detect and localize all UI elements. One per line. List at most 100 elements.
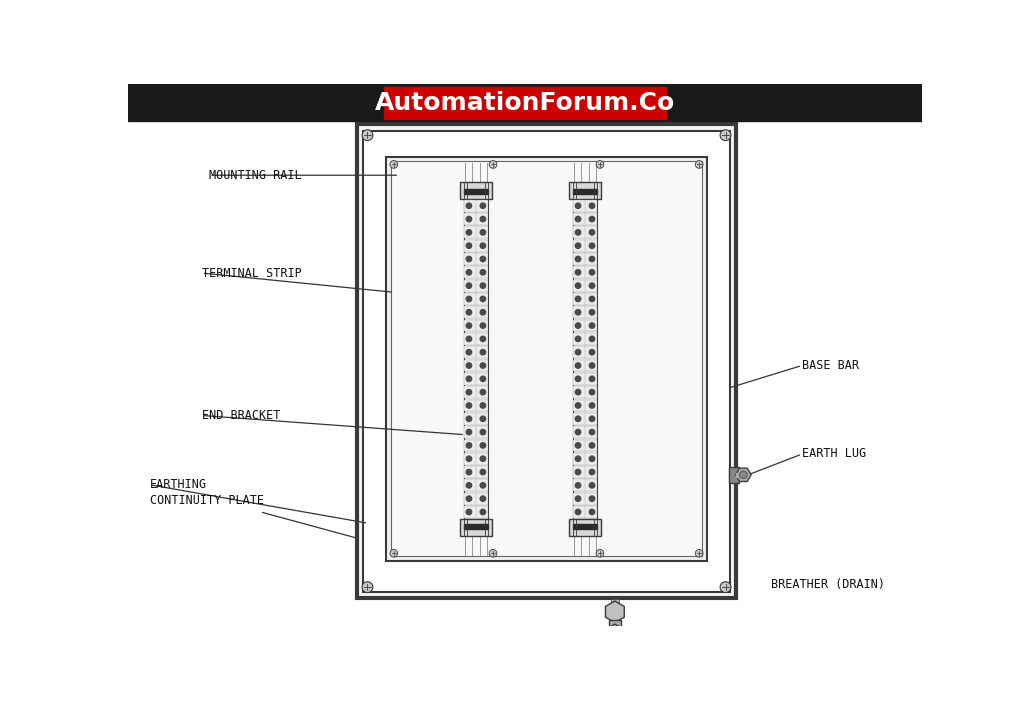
Bar bbox=[735, 472, 740, 477]
Circle shape bbox=[589, 403, 595, 408]
Bar bbox=[391, 162, 702, 556]
Circle shape bbox=[575, 283, 581, 288]
Bar bbox=[573, 453, 597, 465]
Circle shape bbox=[739, 471, 748, 479]
Circle shape bbox=[466, 217, 472, 221]
Text: EARTHING: EARTHING bbox=[150, 478, 207, 491]
Bar bbox=[573, 399, 597, 411]
Bar bbox=[464, 493, 487, 505]
Circle shape bbox=[480, 483, 485, 488]
Bar bbox=[464, 280, 487, 292]
Circle shape bbox=[589, 217, 595, 221]
Circle shape bbox=[589, 296, 595, 302]
Bar bbox=[573, 333, 597, 344]
Circle shape bbox=[589, 349, 595, 355]
Circle shape bbox=[720, 582, 731, 593]
Circle shape bbox=[466, 483, 472, 488]
Bar bbox=[573, 360, 597, 371]
Circle shape bbox=[589, 363, 595, 368]
Bar bbox=[464, 253, 487, 265]
Bar bbox=[573, 200, 597, 212]
Bar bbox=[464, 307, 487, 318]
Circle shape bbox=[575, 309, 581, 315]
Circle shape bbox=[466, 203, 472, 209]
Bar bbox=[464, 466, 487, 478]
Bar bbox=[128, 84, 922, 121]
Bar bbox=[568, 519, 601, 536]
Bar bbox=[611, 600, 618, 612]
Circle shape bbox=[589, 389, 595, 395]
Circle shape bbox=[575, 203, 581, 209]
Circle shape bbox=[480, 470, 485, 475]
Circle shape bbox=[390, 550, 397, 557]
Bar bbox=[464, 426, 487, 438]
Bar bbox=[464, 386, 487, 398]
Bar bbox=[573, 226, 597, 238]
Circle shape bbox=[720, 130, 731, 141]
Circle shape bbox=[575, 416, 581, 422]
Circle shape bbox=[589, 283, 595, 288]
Circle shape bbox=[575, 270, 581, 275]
Circle shape bbox=[480, 309, 485, 315]
Circle shape bbox=[466, 416, 472, 422]
Bar bbox=[464, 320, 487, 332]
Circle shape bbox=[480, 203, 485, 209]
Bar bbox=[573, 253, 597, 265]
Circle shape bbox=[466, 270, 472, 275]
Bar bbox=[573, 213, 597, 225]
Bar bbox=[362, 131, 730, 592]
Circle shape bbox=[575, 257, 581, 262]
Circle shape bbox=[466, 230, 472, 235]
Circle shape bbox=[575, 336, 581, 342]
Bar bbox=[464, 189, 488, 194]
Bar bbox=[573, 466, 597, 478]
Circle shape bbox=[466, 336, 472, 342]
Circle shape bbox=[575, 456, 581, 461]
Circle shape bbox=[466, 389, 472, 395]
Circle shape bbox=[575, 483, 581, 488]
Circle shape bbox=[589, 309, 595, 315]
Bar bbox=[464, 479, 487, 491]
Circle shape bbox=[466, 243, 472, 248]
Circle shape bbox=[589, 230, 595, 235]
Bar bbox=[356, 124, 736, 598]
Circle shape bbox=[390, 160, 397, 168]
Circle shape bbox=[575, 243, 581, 248]
Bar bbox=[573, 479, 597, 491]
Bar bbox=[573, 426, 597, 438]
Bar bbox=[573, 347, 597, 358]
Text: TERMINAL STRIP: TERMINAL STRIP bbox=[202, 266, 301, 280]
Bar bbox=[573, 293, 597, 305]
Circle shape bbox=[589, 470, 595, 475]
Circle shape bbox=[575, 230, 581, 235]
Circle shape bbox=[575, 389, 581, 395]
Circle shape bbox=[575, 296, 581, 302]
Circle shape bbox=[589, 483, 595, 488]
Circle shape bbox=[480, 257, 485, 262]
Text: CONTINUITY PLATE: CONTINUITY PLATE bbox=[150, 494, 264, 507]
Bar bbox=[464, 240, 487, 252]
Circle shape bbox=[575, 443, 581, 448]
Circle shape bbox=[589, 443, 595, 448]
Bar bbox=[573, 386, 597, 398]
Bar bbox=[572, 199, 597, 519]
Text: BASE BAR: BASE BAR bbox=[802, 359, 859, 372]
Bar bbox=[573, 493, 597, 505]
Bar bbox=[464, 200, 487, 212]
Circle shape bbox=[480, 430, 485, 434]
Circle shape bbox=[480, 296, 485, 302]
Circle shape bbox=[480, 230, 485, 235]
Bar bbox=[573, 320, 597, 332]
Circle shape bbox=[480, 509, 485, 515]
Circle shape bbox=[466, 470, 472, 475]
Bar bbox=[464, 333, 487, 344]
Circle shape bbox=[466, 430, 472, 434]
Circle shape bbox=[489, 160, 497, 168]
Bar bbox=[464, 524, 488, 529]
Bar bbox=[573, 307, 597, 318]
Circle shape bbox=[480, 416, 485, 422]
Circle shape bbox=[480, 376, 485, 382]
Bar bbox=[464, 213, 487, 225]
Circle shape bbox=[575, 496, 581, 501]
Circle shape bbox=[362, 582, 373, 593]
